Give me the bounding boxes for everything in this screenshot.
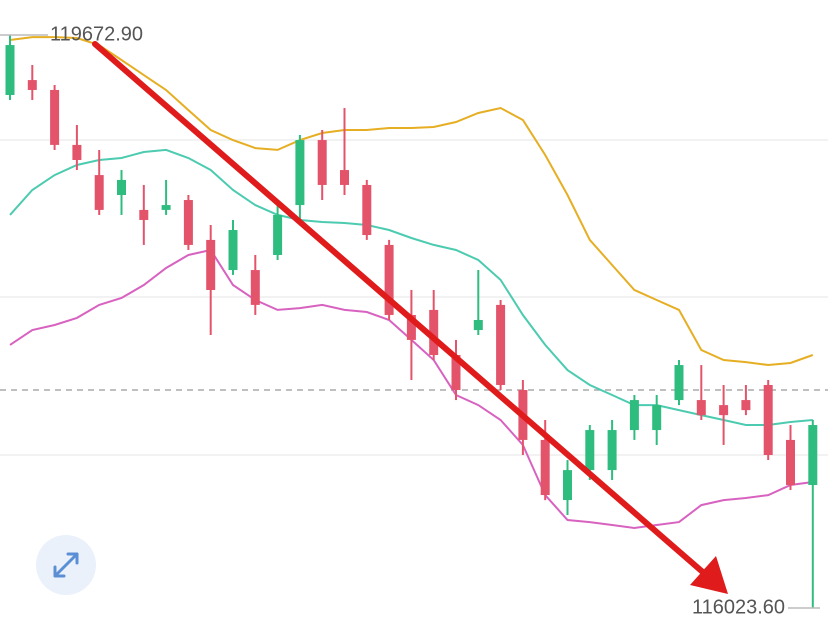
candle-body [652,405,662,431]
candle-body [406,314,416,340]
candle-body [139,209,149,220]
candle-body [808,425,818,486]
candle-body [340,170,349,185]
trend-arrow [92,41,728,594]
candle-body [563,470,572,501]
candle-body [94,175,104,210]
candle-body [540,439,550,496]
candle-body [27,80,37,90]
candle-body [696,400,706,416]
candle-body [183,200,193,245]
candle-body [451,354,461,391]
candle-body [50,89,60,145]
candle-body [273,214,283,255]
candle-body [741,400,751,411]
candle-body [674,365,684,401]
candle-body [117,179,126,196]
candle-body [317,140,327,185]
plot [5,35,818,609]
arrow-head [690,556,728,594]
candle-body [763,384,773,456]
candle-body [250,270,260,305]
candle-body [786,439,795,486]
candle-body [496,304,506,385]
arrow-line [92,41,708,577]
candle-body [585,430,595,471]
candle-body [5,45,15,95]
candle-body [295,140,305,206]
candle-body [719,405,729,416]
candle-body [72,144,82,160]
candle-body [629,400,639,431]
candle-body [429,309,439,355]
candle-body [362,184,372,236]
low-marker-label: 116023.60 [692,596,785,618]
candle-body [206,239,216,290]
candle-body [384,244,394,315]
band-line [9,148,813,426]
expand-button[interactable] [36,535,96,595]
candle-body [161,205,171,210]
candle-body [228,230,238,271]
high-marker-label: 119672.90 [50,23,143,45]
expand-icon[interactable] [53,552,79,578]
candle-body [473,319,483,331]
band-line [9,36,814,367]
candle-body [607,430,617,471]
